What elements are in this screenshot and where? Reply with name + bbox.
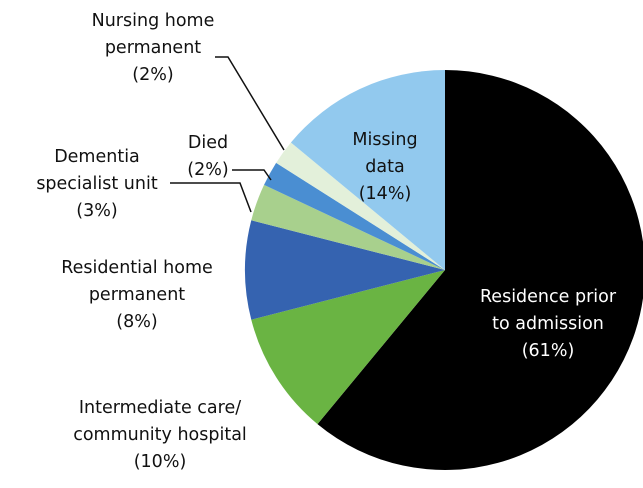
pie-slice (245, 220, 445, 320)
value-label: (14%) (359, 184, 412, 204)
slice-label: Died (188, 133, 228, 153)
value-label: (8%) (116, 312, 157, 332)
value-label: (3%) (76, 201, 117, 221)
pie-slice (290, 69, 445, 270)
slice-label: Residence prior to admission (480, 287, 617, 334)
pie-slice (251, 270, 445, 425)
leader-line (170, 182, 252, 213)
slices (245, 69, 643, 470)
value-label: (61%) (522, 341, 575, 361)
slice-label: Dementia specialist unit (36, 147, 158, 194)
slice-label: Nursing home permanent (92, 11, 215, 58)
value-label: (2%) (187, 160, 228, 180)
value-label: (10%) (134, 452, 187, 472)
labels: Residence prior to admission (61%) Intermed… (36, 11, 617, 472)
value-label: (2%) (132, 65, 173, 85)
slice-label: Missing data (352, 130, 417, 177)
leader-line (232, 169, 272, 181)
pie-slice (251, 184, 445, 270)
pie-slice (276, 142, 445, 270)
slice-label: Intermediate care/community hospital (73, 398, 247, 445)
leader-line (215, 56, 285, 151)
pie-slice (264, 162, 445, 270)
slice-label: Residential home permanent (61, 258, 213, 305)
pie-slice (317, 70, 643, 470)
